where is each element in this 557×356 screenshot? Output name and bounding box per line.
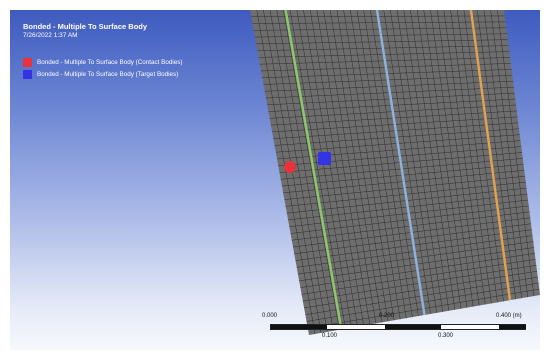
legend-timestamp: 7/26/2022 1:37 AM	[23, 32, 78, 39]
target-body-marker[interactable]	[318, 152, 331, 165]
scale-label-300: 0.300	[438, 333, 454, 339]
scale-label-0: 0.000	[262, 313, 278, 319]
scale-segment	[385, 325, 441, 329]
details-legend: Bonded - Multiple To Surface Body 7/26/2…	[23, 22, 183, 79]
mesh-surface[interactable]	[250, 10, 540, 335]
scale-label-400: 0.400 (m)	[496, 313, 522, 319]
mesh-edge-line	[284, 10, 343, 330]
mesh-edge-line	[469, 10, 512, 301]
legend-title: Bonded - Multiple To Surface Body	[23, 22, 148, 31]
mesh-model[interactable]	[10, 10, 540, 350]
legend-item-label: Bonded - Multiple To Surface Body (Conta…	[37, 59, 183, 66]
legend-item-target: Bonded - Multiple To Surface Body (Targe…	[23, 70, 178, 79]
scale-segment	[499, 325, 526, 329]
scale-bar-track	[270, 324, 526, 330]
mesh-edges	[284, 10, 512, 330]
contact-body-marker[interactable]	[284, 161, 296, 173]
scale-segment	[271, 325, 327, 329]
legend-item-label: Bonded - Multiple To Surface Body (Targe…	[37, 71, 179, 78]
scale-bar: 0.000 0.200 0.400 (m) 0.100 0.300	[248, 306, 540, 350]
target-color-swatch	[23, 70, 32, 79]
mesh-edge-line	[375, 10, 426, 316]
graphics-viewport[interactable]: Bonded - Multiple To Surface Body 7/26/2…	[10, 10, 540, 350]
scale-label-200: 0.200	[379, 313, 395, 319]
legend-item-contact: Bonded - Multiple To Surface Body (Conta…	[23, 58, 183, 67]
scale-label-100: 0.100	[322, 333, 338, 339]
contact-color-swatch	[23, 58, 32, 67]
